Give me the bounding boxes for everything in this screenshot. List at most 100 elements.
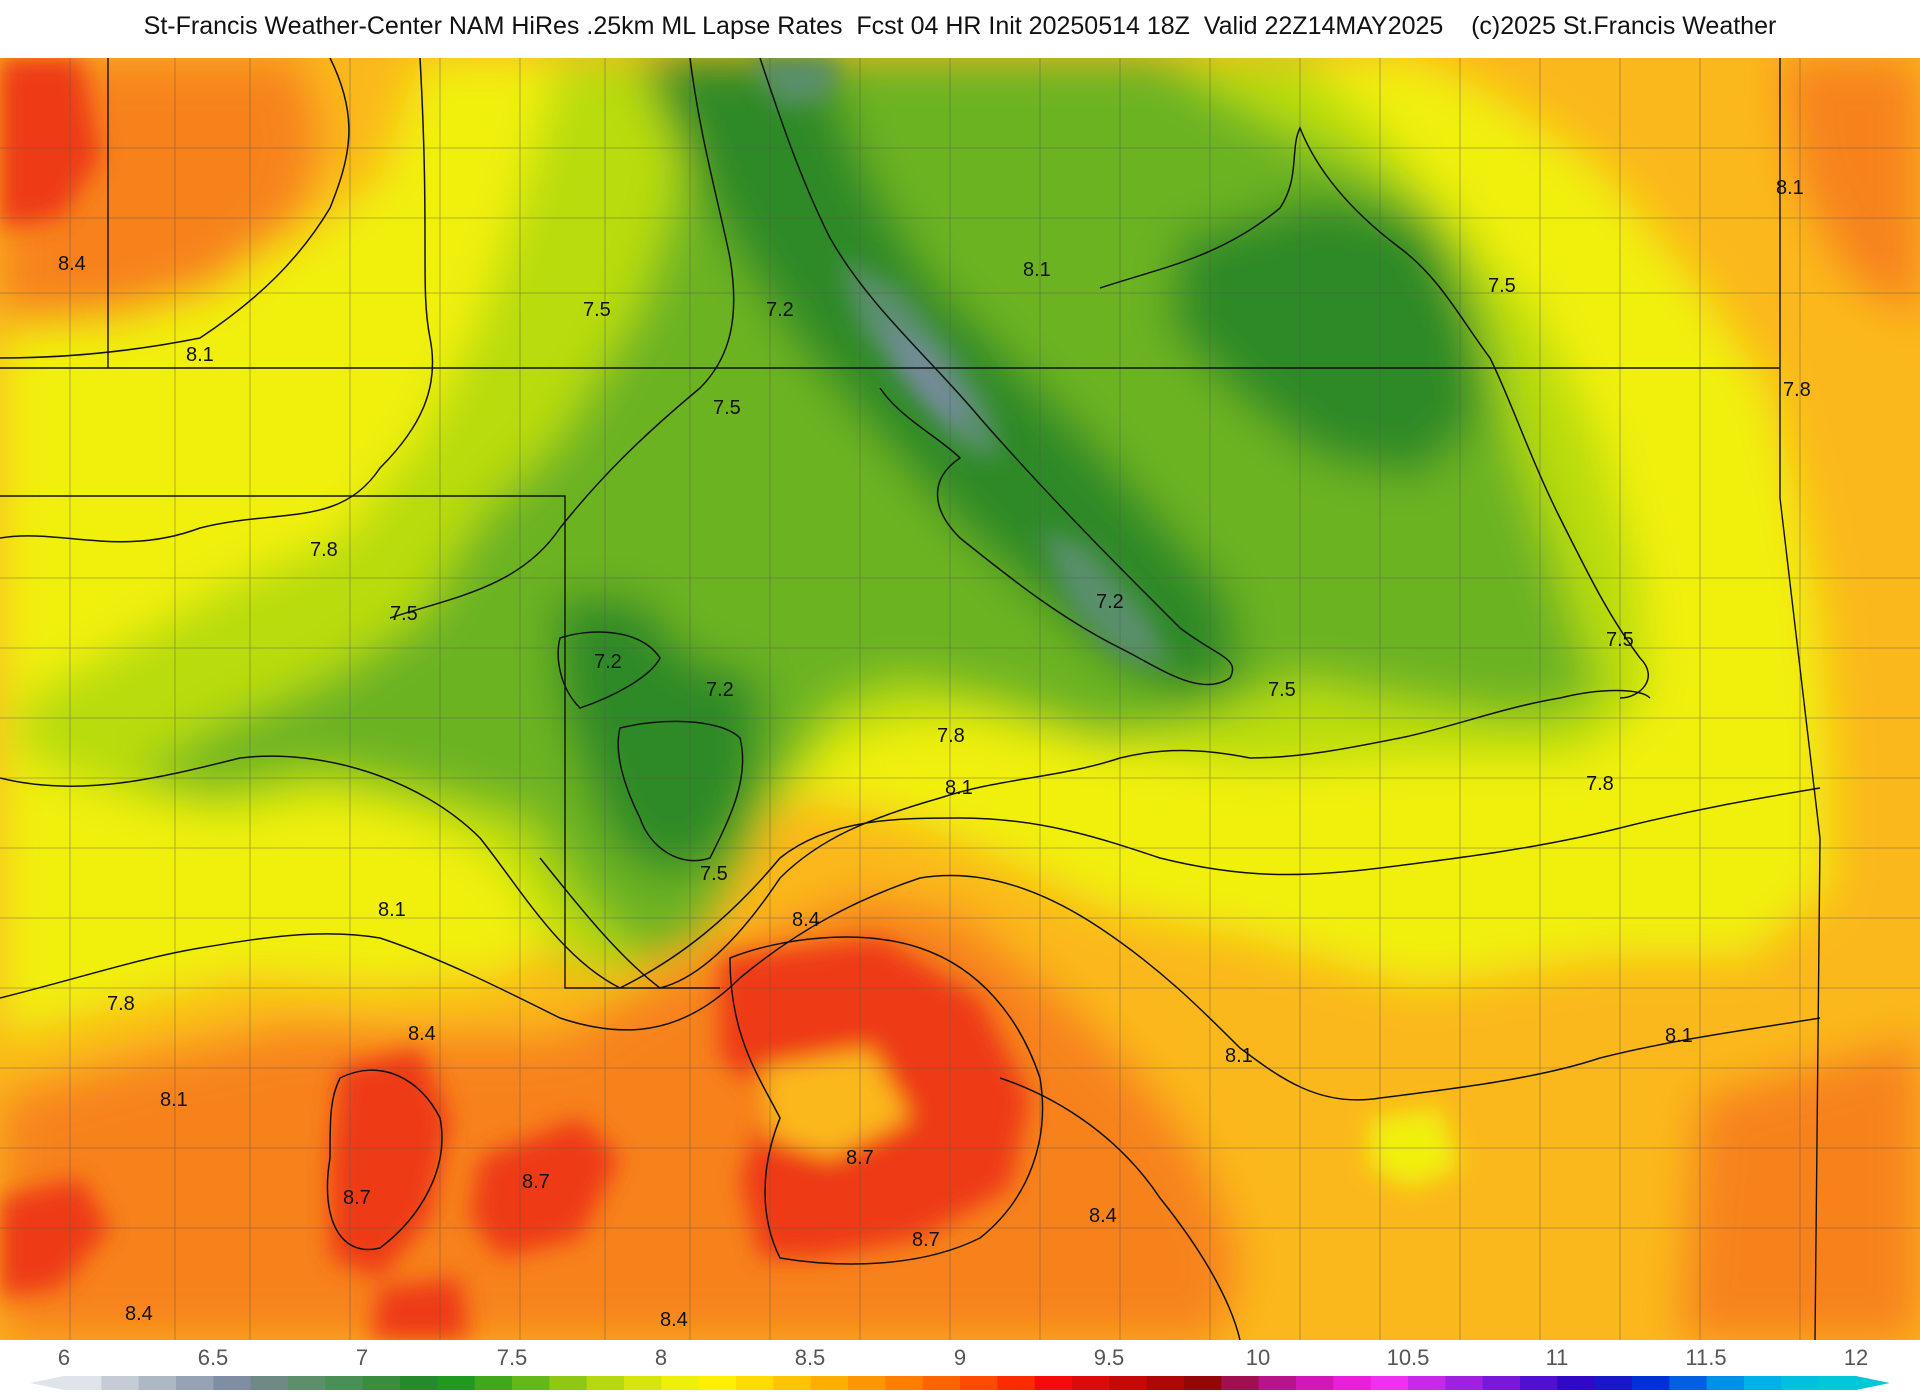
contour-7-8-mid: [0, 755, 1821, 989]
contour-lines: [0, 58, 1821, 1340]
contour-8-4-southeast: [999, 1077, 1241, 1340]
colorbar-cell: [1482, 1376, 1521, 1390]
colorbar-cell: [1184, 1376, 1222, 1390]
colorbar-cell: [997, 1376, 1036, 1390]
contour-label: 7.8: [107, 993, 135, 1015]
colorbar-cell: [400, 1376, 438, 1390]
colorbar-tick-label: 10.5: [1386, 1345, 1430, 1370]
colorbar-cell: [1072, 1376, 1110, 1390]
colorbar-cell: [250, 1376, 289, 1390]
contour-label: 7.8: [937, 725, 965, 747]
contour-label: 8.4: [125, 1303, 153, 1325]
colorbar-cell: [512, 1376, 550, 1390]
colorbar-cell: [325, 1376, 364, 1390]
contour-label: 7.5: [1488, 275, 1516, 297]
field-band-8-7-2: [470, 1118, 620, 1258]
contour-7-2-west-2: [617, 720, 744, 862]
colorbar-tick-label: 11.5: [1685, 1345, 1727, 1370]
contour-label: 7.8: [310, 539, 338, 561]
contour-label: 7.8: [1586, 773, 1614, 795]
colorbar-cell: [736, 1376, 774, 1390]
colorbar-tick-label: 7.5: [496, 1345, 528, 1370]
colorbar-cell: [922, 1376, 961, 1390]
colorbar-cell: [1333, 1376, 1372, 1390]
contour-label: 8.4: [58, 253, 86, 275]
colorbar: [30, 1376, 1890, 1390]
state-lines: [0, 58, 1821, 1340]
contour-label: 8.1: [1023, 259, 1051, 281]
contour-8-1-north: [0, 58, 350, 359]
contour-7-5-mid: [539, 689, 1651, 989]
colorbar-cell: [960, 1376, 998, 1390]
contour-7-8-west: [0, 58, 434, 543]
colorbar-left-arrow: [30, 1376, 64, 1390]
colorbar-right-arrow: [1856, 1376, 1890, 1390]
colorbar-cell: [1594, 1376, 1633, 1390]
colorbar-cell: [288, 1376, 326, 1390]
contour-label: 7.2: [766, 299, 794, 321]
colorbar-cell: [1818, 1376, 1857, 1390]
contour-label: 8.1: [1665, 1025, 1693, 1047]
state-line-3: [1779, 58, 1821, 1340]
contour-label: 7.5: [583, 299, 611, 321]
contour-label: 7.2: [594, 651, 622, 673]
colorbar-cell: [437, 1376, 476, 1390]
field-band-8-7-6: [0, 58, 100, 228]
contour-label: 8.4: [408, 1023, 436, 1045]
field-band-8-1-pocket: [760, 1048, 910, 1158]
colorbar-cell: [1109, 1376, 1148, 1390]
colorbar-cell: [661, 1376, 700, 1390]
lapse-rate-map: 8.4 8.1 7.5 7.2 7.5 7.8 7.5 7.2 7.2 7.5 …: [0, 58, 1920, 1340]
colorbar-cell: [1669, 1376, 1708, 1390]
colorbar-tick-label: 10: [1245, 1345, 1271, 1370]
colorbar-cell: [176, 1376, 214, 1390]
contour-8-4-south-2: [729, 936, 1044, 1265]
field-band-6-9-east: [1170, 198, 1480, 478]
contour-label: 7.5: [1606, 629, 1634, 651]
colorbar-cell: [1781, 1376, 1820, 1390]
colorbar-cell: [1557, 1376, 1596, 1390]
colorbar-cell: [1296, 1376, 1334, 1390]
contour-label: 7.2: [706, 679, 734, 701]
field-band-8-4-ne: [1780, 58, 1920, 318]
colorbar-cell: [362, 1376, 401, 1390]
contour-7-5-ne: [1099, 126, 1649, 699]
colorbar-cell: [474, 1376, 513, 1390]
colorbar-cell: [138, 1376, 177, 1390]
colorbar-tick-label: 7: [355, 1345, 369, 1370]
county-grid: [0, 58, 1920, 1340]
contour-label: 7.2: [1096, 591, 1124, 613]
colorbar-cell: [698, 1376, 737, 1390]
contour-label: 8.1: [160, 1089, 188, 1111]
colorbar-tick-label: 6: [57, 1345, 71, 1370]
colorbar-tick-label: 6.5: [197, 1345, 229, 1370]
colorbar-cell: [101, 1376, 140, 1390]
contour-label: 8.7: [846, 1147, 874, 1169]
field-band-8-7-1: [330, 1048, 450, 1278]
colorbar-cell: [213, 1376, 252, 1390]
colorbar-tick-label: 9.5: [1093, 1345, 1125, 1370]
contour-7-2-west-1: [557, 631, 661, 709]
colorbar-cell: [1744, 1376, 1782, 1390]
contour-label: 8.7: [912, 1229, 940, 1251]
colorbar-tick-label: 8.5: [794, 1345, 826, 1370]
field-band-6-3-north: [880, 318, 965, 428]
contour-label: 8.4: [660, 1309, 688, 1331]
colorbar-cell: [64, 1376, 102, 1390]
contour-8-1-mid: [0, 874, 1821, 1101]
colorbar-cell: [1445, 1376, 1484, 1390]
contour-label: 8.7: [343, 1187, 371, 1209]
colorbar-cell: [1034, 1376, 1073, 1390]
colorbar-cell: [1258, 1376, 1297, 1390]
colorbar-cell: [810, 1376, 849, 1390]
lapse-rate-field: [0, 58, 1920, 1340]
colorbar-cells: [64, 1376, 1857, 1390]
contour-label-group: 8.4 8.1 7.5 7.2 7.5 7.8 7.5 7.2 7.2 7.5 …: [58, 177, 1811, 1331]
map-title: St-Francis Weather-Center NAM HiRes .25k…: [143, 12, 1777, 40]
colorbar-cell: [885, 1376, 924, 1390]
colorbar-cell: [624, 1376, 662, 1390]
contour-label: 7.8: [1783, 379, 1811, 401]
contour-label: 8.1: [1776, 177, 1804, 199]
colorbar-tick-label: 9: [953, 1345, 967, 1370]
contour-7-2-north: [759, 58, 1234, 686]
